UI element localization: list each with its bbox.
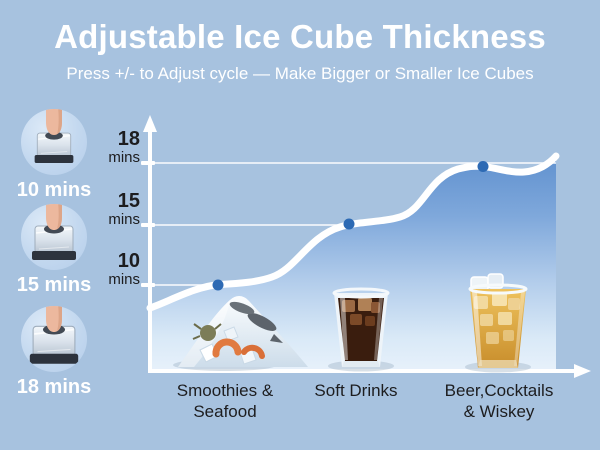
finger-press-thick-ice-cube-icon [21,306,87,372]
marker-18-mins [477,161,489,172]
y-tick-15-mins: 15 mins [70,190,140,228]
preset-label: 18 mins [16,376,92,398]
finger-press-thin-ice-cube-icon [21,109,87,175]
y-tick-unit: mins [108,149,140,166]
y-tick-18-mins: 18 mins [70,128,140,166]
data-point-markers [212,161,489,291]
soft-drink-glass-icon [328,287,394,372]
chart-curve [146,152,560,312]
x-label-line: Soft Drinks [314,381,398,400]
y-tick-unit: mins [108,271,140,288]
seafood-ice-pile-icon [173,295,308,371]
preset-label: 10 mins [16,179,92,201]
y-axis [141,115,157,371]
y-axis-arrow-icon [143,115,157,132]
y-tick-unit: mins [108,211,140,228]
x-label-line: Beer,Cocktails [444,381,554,400]
x-label-line: & Wiskey [463,402,535,421]
preset-label: 15 mins [16,274,92,296]
y-tick-10-mins: 10 mins [70,250,140,288]
x-axis-arrow-icon [574,364,591,378]
preset-item-10-mins: 10 mins [13,109,95,200]
beer-glass-icon [465,273,531,373]
x-label-line: Smoothies & [176,381,274,400]
x-label-smoothies-seafood: Smoothies & Seafood [150,380,300,422]
page-subtitle: Press +/- to Adjust cycle — Make Bigger … [66,64,534,83]
x-label-line: Seafood [193,402,257,421]
x-label-beer-cocktails-wiskey: Beer,Cocktails & Wiskey [423,380,575,422]
page-title: Adjustable Ice Cube Thickness [54,18,546,55]
marker-15-mins [343,218,355,230]
y-tick-value: 18 [117,128,140,150]
preset-item-15-mins: 15 mins [13,204,95,295]
x-axis [148,364,591,378]
preset-item-18-mins: 18 mins [13,306,95,397]
finger-press-medium-ice-cube-icon [21,204,87,270]
marker-10-mins [212,279,224,291]
y-tick-value: 10 [117,250,140,272]
y-axis-ticks [141,161,155,287]
y-tick-value: 15 [117,190,140,212]
x-label-soft-drinks: Soft Drinks [281,380,431,401]
